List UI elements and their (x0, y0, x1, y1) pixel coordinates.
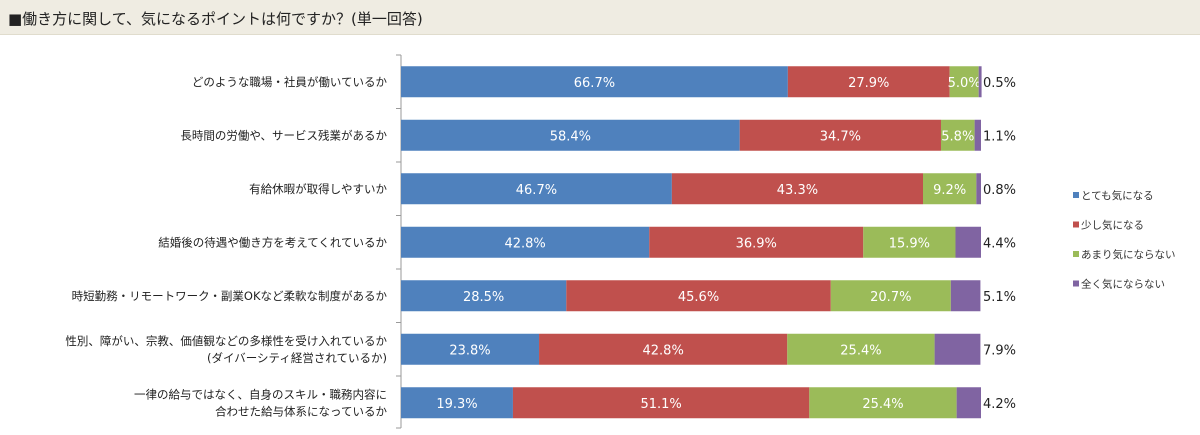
data-label: 9.2% (933, 183, 966, 198)
data-label: 36.9% (736, 236, 777, 251)
category-label: 合わせた給与体系になっているか (215, 404, 387, 418)
bar-segment (649, 226, 864, 258)
category-label: 有給休暇が取得しやすいか (249, 182, 387, 196)
legend-swatch (1073, 221, 1079, 228)
bar-segment (976, 173, 981, 205)
data-label: 42.8% (643, 343, 684, 358)
data-label: 23.8% (449, 343, 490, 358)
bar-segment (401, 226, 650, 258)
bar-segment (978, 66, 982, 98)
bar-segment (974, 119, 981, 151)
bar-segment (401, 119, 740, 151)
bar-segment (512, 387, 810, 419)
data-label: 19.3% (436, 397, 477, 412)
category-label: 長時間の労働や、サービス残業があるか (180, 128, 387, 142)
data-label: 28.5% (463, 290, 504, 305)
data-label: 66.7% (574, 76, 615, 91)
data-label: 20.7% (870, 290, 911, 305)
bar-segment (401, 280, 567, 312)
bar-segment (566, 280, 831, 312)
legend-swatch (1073, 192, 1079, 198)
legend-label: 全く気にならない (1081, 278, 1165, 291)
bar-segment (401, 173, 672, 205)
data-label: 25.4% (840, 343, 881, 358)
data-label: 15.9% (889, 236, 930, 251)
data-label: 4.4% (983, 236, 1016, 251)
data-label: 5.8% (941, 129, 974, 144)
data-label: 0.8% (983, 183, 1016, 198)
category-label: 結婚後の待遇や働き方を考えてくれているか (158, 235, 387, 249)
legend-label: あまり気にならない (1081, 248, 1176, 261)
data-label: 43.3% (777, 183, 818, 198)
category-label: 時短勤務・リモートワーク・副業OKなど柔軟な制度があるか (72, 289, 388, 303)
bar-segment (671, 173, 923, 205)
data-label: 5.0% (948, 76, 981, 91)
data-label: 0.5% (983, 76, 1016, 91)
bar-segment (539, 333, 788, 365)
data-label: 27.9% (848, 76, 889, 91)
bar-segment (934, 333, 981, 365)
bar-segment (401, 66, 788, 98)
data-label: 34.7% (820, 129, 861, 144)
bar-segment (787, 333, 935, 365)
bar-segment (739, 119, 941, 151)
legend-label: 少し気になる (1081, 219, 1144, 232)
data-label: 7.9% (983, 343, 1016, 358)
bar-segment (401, 333, 540, 365)
bar-segment (923, 173, 977, 205)
data-label: 5.1% (983, 290, 1016, 305)
data-label: 51.1% (640, 397, 681, 412)
bar-segment (830, 280, 951, 312)
data-label: 45.6% (678, 290, 719, 305)
data-label: 46.7% (516, 183, 557, 198)
bar-segment (787, 66, 950, 98)
category-label: (ダイバーシティ経営されているか) (207, 351, 387, 365)
data-label: 4.2% (983, 397, 1016, 412)
bar-segment (809, 387, 957, 419)
data-label: 58.4% (550, 129, 591, 144)
legend-label: とても気になる (1081, 189, 1154, 202)
category-label: どのような職場・社員が働いているか (192, 75, 388, 89)
bar-segment (955, 226, 981, 258)
title-bar: ■働き方に関して、気になるポイントは何ですか？(単一回答) (0, 0, 1200, 35)
data-label: 42.8% (504, 236, 545, 251)
bar-segment (401, 387, 513, 419)
legend-swatch (1073, 280, 1079, 287)
legend-swatch (1073, 251, 1079, 257)
bar-segment (949, 66, 979, 98)
category-label: 一律の給与ではなく、自身のスキル・職務内容に (134, 387, 387, 401)
chart-title: ■働き方に関して、気になるポイントは何ですか？(単一回答) (8, 10, 423, 28)
bar-segment (956, 387, 981, 419)
bar-segment (950, 280, 981, 312)
data-label: 1.1% (983, 129, 1016, 144)
category-label: 性別、障がい、宗教、価値観などの多様性を受け入れているか (65, 334, 387, 348)
bar-segment (863, 226, 956, 258)
data-label: 25.4% (862, 397, 903, 412)
bar-segment (940, 119, 975, 151)
